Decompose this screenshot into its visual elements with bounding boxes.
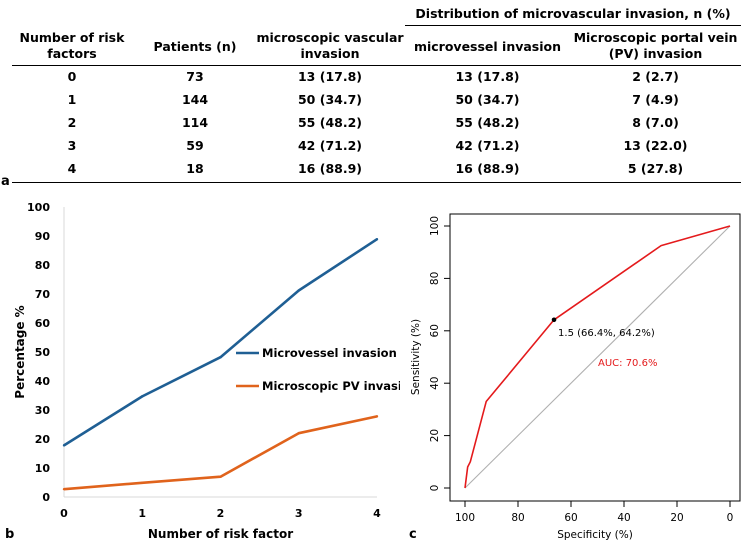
panel-label-a: a	[1, 174, 10, 189]
data-point	[297, 289, 300, 292]
y-tick-label: 0	[42, 491, 50, 504]
table-cell: 42 (71.2)	[297, 138, 362, 153]
header-microscopic-vascular: microscopic vascular invasion	[256, 30, 404, 61]
x-tick-label: 60	[564, 512, 577, 524]
legend-label-0: Microvessel invasion	[262, 346, 397, 360]
optimal-cutoff-point	[551, 317, 557, 323]
y-axis-title: Percentage %	[13, 305, 27, 398]
group-header: Distribution of microvascular invasion, …	[415, 6, 731, 21]
y-tick-label: 80	[35, 259, 51, 272]
x-tick-label: 0	[60, 507, 68, 520]
table-cell: 3	[67, 138, 77, 153]
x-tick-label: 1	[138, 507, 146, 520]
plot-frame	[449, 213, 741, 502]
bottom-rule	[12, 182, 741, 183]
table-cell: 59	[186, 138, 204, 153]
table-cell: 16 (88.9)	[455, 161, 520, 176]
table-cell: 1	[67, 92, 77, 107]
data-point	[141, 395, 144, 398]
table-cell: 0	[67, 69, 77, 84]
header-microvessel: microvessel invasion	[413, 39, 562, 54]
y-tick-label: 40	[429, 377, 441, 390]
y-tick-label: 60	[35, 317, 51, 330]
x-axis-title: Specificity (%)	[557, 529, 633, 541]
table-cell: 114	[181, 115, 209, 130]
x-tick-label: 80	[511, 512, 524, 524]
table-cell: 16 (88.9)	[297, 161, 362, 176]
y-tick-label: 10	[35, 462, 51, 475]
y-tick-label: 100	[27, 201, 50, 214]
roc-curve-line	[464, 225, 731, 489]
x-tick-label: 40	[617, 512, 630, 524]
header-portal-vein: Microscopic portal vein (PV) invasion	[573, 30, 738, 61]
y-tick-label: 40	[35, 375, 51, 388]
table-cell: 50 (34.7)	[455, 92, 520, 107]
table-cell: 13 (22.0)	[623, 138, 688, 153]
panel-label-c: c	[409, 527, 417, 542]
series-line-1	[63, 415, 378, 491]
line-chart-risk-factors: 0 10 20 30 40 50 60 70 80 90 100 0 1 2 3 4 Microvessel i…	[5, 201, 400, 542]
table-cell: 5 (27.8)	[627, 161, 684, 176]
roc-curve-chart: 1.5 (66.4%, 64.2%) AUC: 70.6% 100 80 60 40 20 0…	[409, 213, 741, 542]
table-cell: 2	[67, 115, 77, 130]
y-tick-label: 50	[35, 346, 51, 359]
x-tick-label: 4	[373, 507, 381, 520]
table-cell: 13 (17.8)	[455, 69, 520, 84]
legend-label-1: Microscopic PV invasion	[262, 379, 400, 393]
x-tick-label: 3	[295, 507, 303, 520]
data-point	[297, 432, 300, 435]
y-tick-label: 20	[429, 429, 441, 442]
y-tick-label: 0	[429, 485, 441, 492]
cutoff-annotation: 1.5 (66.4%, 64.2%)	[558, 328, 655, 339]
group-header-rule	[405, 25, 741, 26]
header-rule	[12, 65, 741, 66]
table-cell: 55 (48.2)	[297, 115, 362, 130]
header-risk-factors: Number of risk factors	[19, 30, 125, 61]
y-tick-label: 100	[429, 216, 441, 236]
auc-label: AUC: 70.6%	[598, 358, 657, 369]
table-cell: 8 (7.0)	[632, 115, 679, 130]
data-point	[375, 415, 379, 418]
table-cell: 50 (34.7)	[297, 92, 362, 107]
y-axis-title: Sensitivity (%)	[410, 319, 422, 395]
header-patients: Patients (n)	[153, 39, 237, 54]
table-cell: 18	[186, 161, 204, 176]
table-cell: 2 (2.7)	[632, 69, 679, 84]
table-cell: 13 (17.8)	[297, 69, 362, 84]
x-axis-title: Number of risk factor	[148, 527, 293, 541]
y-tick-label: 20	[35, 433, 51, 446]
data-point	[62, 487, 66, 491]
series-line-0	[63, 238, 378, 447]
table-cell: 55 (48.2)	[455, 115, 520, 130]
data-point	[62, 444, 66, 447]
data-point	[375, 237, 379, 241]
x-tick-label: 20	[670, 512, 683, 524]
x-tick-label: 2	[217, 507, 225, 520]
panel-label-b: b	[5, 527, 14, 542]
table-cell: 4	[67, 161, 77, 176]
x-tick-label: 100	[455, 512, 475, 524]
x-tick-label: 0	[727, 512, 734, 524]
y-tick-label: 70	[35, 288, 51, 301]
reference-diagonal	[464, 225, 731, 489]
data-point	[141, 481, 144, 484]
y-tick-label: 30	[35, 404, 51, 417]
risk-factor-table: Distribution of microvascular invasion, …	[0, 0, 741, 190]
table-cell: 42 (71.2)	[455, 138, 520, 153]
table-cell: 73	[186, 69, 204, 84]
y-tick-label: 60	[429, 324, 441, 337]
table-cell: 144	[181, 92, 209, 107]
data-point	[219, 356, 222, 359]
y-tick-label: 90	[35, 230, 51, 243]
table-cell: 7 (4.9)	[632, 92, 679, 107]
data-point	[219, 475, 222, 478]
y-tick-label: 80	[429, 272, 441, 285]
